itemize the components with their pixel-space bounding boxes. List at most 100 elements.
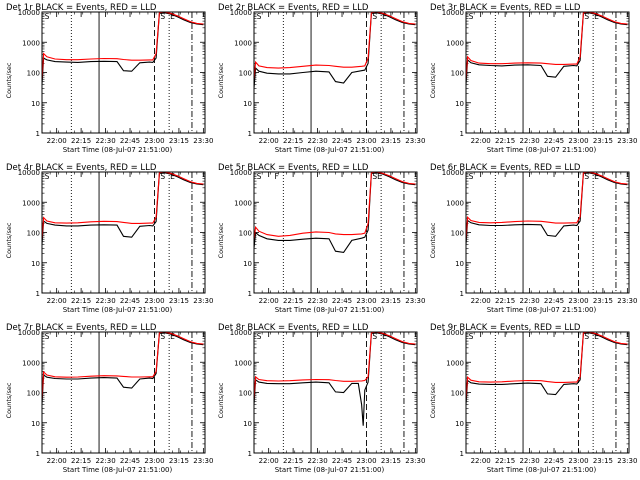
plot-frame bbox=[253, 331, 418, 454]
x-tick-label: 23:15 bbox=[169, 457, 189, 465]
y-tick-label: 1 bbox=[460, 450, 464, 458]
corner-label: E bbox=[594, 332, 599, 341]
chart-panel-det-2: Det 2r BLACK = Events, RED = LLD Counts/s… bbox=[217, 3, 425, 154]
x-tick-label: 22:45 bbox=[332, 297, 352, 305]
x-tick-label: 23:00 bbox=[144, 457, 164, 465]
y-tick-label: 1000 bbox=[234, 199, 252, 207]
y-tick-label: 10000 bbox=[18, 329, 40, 337]
corner-label: F bbox=[275, 172, 279, 181]
x-tick-label: 22:15 bbox=[283, 297, 303, 305]
corner-label: S bbox=[160, 12, 165, 21]
y-axis-label: Counts/sec bbox=[429, 382, 437, 418]
series-line-events bbox=[254, 12, 416, 89]
y-tick-label: 10 bbox=[31, 260, 40, 268]
x-tick-label: 23:30 bbox=[617, 137, 637, 145]
x-tick-label: 22:00 bbox=[471, 457, 491, 465]
x-tick-label: 22:15 bbox=[71, 457, 91, 465]
chart-panel-det-7: Det 7r BLACK = Events, RED = LLD Counts/s… bbox=[5, 323, 213, 474]
y-tick-label: 10 bbox=[31, 420, 40, 428]
x-tick-label: 22:00 bbox=[259, 137, 279, 145]
y-tick-label: 100 bbox=[451, 390, 464, 398]
y-tick-label: 1000 bbox=[446, 199, 464, 207]
x-tick-label: 22:00 bbox=[471, 137, 491, 145]
plot-frame bbox=[253, 11, 418, 134]
corner-label: E bbox=[382, 332, 387, 341]
x-axis-label: Start Time (08-Jul-07 21:51:00) bbox=[63, 146, 173, 154]
x-axis-label: Start Time (08-Jul-07 21:51:00) bbox=[487, 146, 597, 154]
x-tick-label: 22:30 bbox=[95, 457, 115, 465]
chart-panel-det-5: Det 5r BLACK = Events, RED = LLD Counts/s… bbox=[217, 163, 425, 314]
corner-label: E bbox=[594, 172, 599, 181]
corner-label: E bbox=[170, 332, 175, 341]
chart-title: Det 4r BLACK = Events, RED = LLD bbox=[6, 163, 157, 173]
x-tick-label: 22:15 bbox=[495, 137, 515, 145]
x-tick-label: 23:15 bbox=[169, 137, 189, 145]
plot-frame bbox=[41, 331, 206, 454]
series-line-events bbox=[466, 172, 628, 245]
corner-label: E bbox=[170, 172, 175, 181]
plot-frame bbox=[465, 331, 630, 454]
corner-label: S bbox=[469, 172, 474, 181]
chart-panel-det-4: Det 4r BLACK = Events, RED = LLD Counts/s… bbox=[5, 163, 213, 314]
x-tick-label: 22:00 bbox=[471, 297, 491, 305]
y-tick-label: 100 bbox=[239, 390, 252, 398]
y-tick-label: 1 bbox=[460, 130, 464, 138]
y-tick-label: 10000 bbox=[230, 329, 252, 337]
chart-title: Det 2r BLACK = Events, RED = LLD bbox=[218, 3, 369, 13]
x-tick-label: 23:15 bbox=[169, 297, 189, 305]
y-tick-label: 100 bbox=[239, 70, 252, 78]
x-axis-label: Start Time (08-Jul-07 21:51:00) bbox=[487, 306, 597, 314]
x-tick-label: 22:30 bbox=[307, 297, 327, 305]
y-tick-label: 1 bbox=[460, 290, 464, 298]
y-tick-label: 1000 bbox=[22, 359, 40, 367]
y-axis-label: Counts/sec bbox=[5, 382, 13, 418]
series-line-lld bbox=[466, 332, 628, 400]
chart-title: Det 6r BLACK = Events, RED = LLD bbox=[430, 163, 581, 173]
y-tick-label: 100 bbox=[27, 70, 40, 78]
x-tick-label: 23:15 bbox=[381, 457, 401, 465]
y-tick-label: 10000 bbox=[230, 9, 252, 17]
y-tick-label: 100 bbox=[451, 70, 464, 78]
corner-label: S bbox=[160, 172, 165, 181]
x-tick-label: 22:30 bbox=[519, 297, 539, 305]
x-tick-label: 23:30 bbox=[193, 297, 213, 305]
x-tick-label: 23:30 bbox=[405, 137, 425, 145]
y-axis-label: Counts/sec bbox=[217, 62, 225, 98]
corner-label: E bbox=[382, 12, 387, 21]
x-tick-label: 22:45 bbox=[332, 137, 352, 145]
series-line-lld bbox=[42, 12, 204, 80]
y-axis-label: Counts/sec bbox=[5, 62, 13, 98]
x-tick-label: 22:30 bbox=[519, 137, 539, 145]
y-tick-label: 1000 bbox=[446, 39, 464, 47]
series-line-events bbox=[466, 332, 628, 405]
x-tick-label: 22:00 bbox=[259, 297, 279, 305]
x-tick-label: 23:30 bbox=[405, 297, 425, 305]
series-line-events bbox=[466, 12, 628, 85]
series-line-events bbox=[42, 332, 204, 405]
corner-label: S bbox=[257, 332, 262, 341]
y-tick-label: 10 bbox=[243, 100, 252, 108]
x-tick-label: 23:00 bbox=[144, 297, 164, 305]
y-tick-label: 1000 bbox=[234, 359, 252, 367]
x-tick-label: 22:00 bbox=[47, 457, 67, 465]
x-tick-label: 22:30 bbox=[307, 457, 327, 465]
x-tick-label: 22:30 bbox=[95, 297, 115, 305]
y-tick-label: 10000 bbox=[442, 9, 464, 17]
corner-label: S bbox=[45, 172, 50, 181]
y-tick-label: 1 bbox=[36, 290, 40, 298]
y-tick-label: 1000 bbox=[22, 199, 40, 207]
series-line-lld bbox=[254, 12, 416, 80]
chart-title: Det 1r BLACK = Events, RED = LLD bbox=[6, 3, 157, 13]
x-tick-label: 22:30 bbox=[519, 457, 539, 465]
y-tick-label: 1000 bbox=[446, 359, 464, 367]
chart-title: Det 9r BLACK = Events, RED = LLD bbox=[430, 323, 581, 333]
y-tick-label: 1 bbox=[248, 290, 252, 298]
chart-panel-det-6: Det 6r BLACK = Events, RED = LLD Counts/s… bbox=[429, 163, 637, 314]
corner-label: S bbox=[584, 172, 589, 181]
corner-label: S bbox=[257, 172, 262, 181]
corner-label: S bbox=[257, 12, 262, 21]
x-tick-label: 22:15 bbox=[495, 297, 515, 305]
corner-label: S bbox=[372, 12, 377, 21]
corner-label: S bbox=[584, 12, 589, 21]
y-tick-label: 1 bbox=[248, 130, 252, 138]
